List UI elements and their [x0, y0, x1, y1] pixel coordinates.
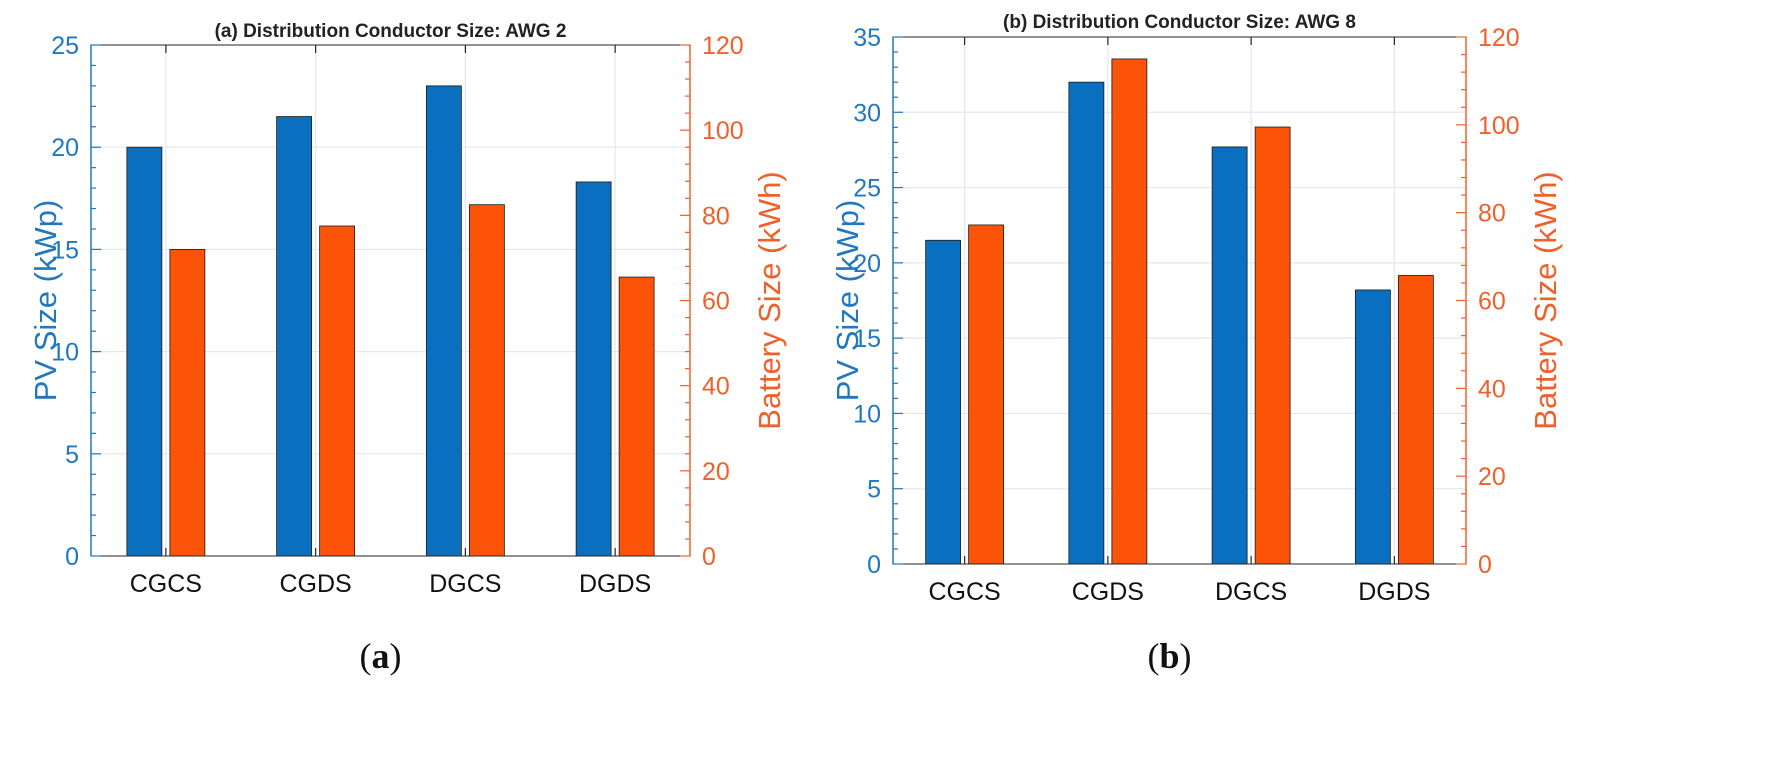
- caption-letter: b: [1159, 636, 1179, 676]
- battery-bar-cgcs: [968, 224, 1005, 565]
- caption-open: (: [1147, 636, 1159, 676]
- pv-bar-dgds: [575, 181, 612, 557]
- left-tick-label: 35: [853, 24, 881, 52]
- caption-close: ): [1180, 636, 1192, 676]
- right-tick-label: 0: [702, 543, 716, 571]
- right-tick-label: 120: [702, 32, 744, 60]
- left-tick-labels: 0 5 10 15 20 25: [51, 32, 79, 571]
- right-tick-label: 20: [1478, 463, 1506, 491]
- chart-panel-a: 0 5 10 15 20 25 0 20 40 60 80 100 120 CGCS CGDS DGCS D…: [28, 21, 787, 676]
- x-tick-label-dgds: DGDS: [1358, 578, 1430, 606]
- battery-bar-dgds: [618, 276, 655, 557]
- battery-bar-dgcs: [468, 204, 505, 557]
- chart-title: (b) Distribution Conductor Size: AWG 8: [1003, 12, 1356, 33]
- x-tick-label-dgcs: DGCS: [1215, 578, 1287, 606]
- x-tick-label-dgds: DGDS: [579, 570, 651, 598]
- x-tick-label-cgcs: CGCS: [130, 570, 202, 598]
- tick-marks: [893, 36, 1466, 565]
- left-tick-labels: 0 5 10 15 20 25 30 35: [853, 24, 881, 579]
- bars: [126, 85, 655, 557]
- right-tick-label: 120: [1478, 24, 1520, 52]
- chart-panel-b: 0 5 10 15 20 25 30 35 0 20 40 60 80 100 120 CGCS CGDS D…: [830, 12, 1563, 676]
- battery-bar-dgds: [1397, 275, 1434, 565]
- caption-close: ): [390, 636, 402, 676]
- tick-marks: [91, 44, 690, 557]
- caption-open: (: [360, 636, 372, 676]
- x-tick-labels: CGCS CGDS DGCS DGDS: [130, 570, 651, 598]
- right-tick-label: 100: [702, 117, 744, 145]
- pv-bar-cgds: [276, 116, 313, 557]
- x-tick-labels: CGCS CGDS DGCS DGDS: [929, 578, 1431, 606]
- pv-bar-dgcs: [1211, 146, 1248, 565]
- left-tick-label: 0: [867, 551, 881, 579]
- left-tick-label: 15: [853, 325, 881, 353]
- bars: [925, 58, 1434, 565]
- right-tick-label: 60: [1478, 288, 1506, 316]
- chart-title: (a) Distribution Conductor Size: AWG 2: [215, 21, 567, 42]
- right-axis-label: Battery Size (kWh): [1528, 171, 1563, 429]
- pv-bar-dgcs: [425, 85, 462, 557]
- right-tick-label: 100: [1478, 112, 1520, 140]
- pv-bar-cgcs: [925, 239, 962, 565]
- pv-bar-cgcs: [126, 146, 163, 557]
- right-tick-label: 80: [702, 202, 730, 230]
- right-tick-labels: 0 20 40 60 80 100 120: [1478, 24, 1520, 579]
- right-tick-labels: 0 20 40 60 80 100 120: [702, 32, 744, 571]
- panel-caption: (b): [1147, 636, 1191, 676]
- pv-bar-cgds: [1068, 81, 1105, 565]
- right-tick-label: 60: [702, 288, 730, 316]
- right-tick-label: 20: [702, 458, 730, 486]
- panel-caption: (a): [360, 636, 402, 676]
- x-tick-label-cgcs: CGCS: [929, 578, 1001, 606]
- x-tick-label-dgcs: DGCS: [429, 570, 501, 598]
- left-tick-label: 20: [51, 134, 79, 162]
- left-tick-label: 0: [65, 543, 79, 571]
- battery-bar-dgcs: [1254, 126, 1291, 565]
- right-tick-label: 40: [702, 373, 730, 401]
- left-tick-label: 20: [853, 250, 881, 278]
- caption-letter: a: [372, 636, 390, 676]
- left-tick-label: 10: [853, 400, 881, 428]
- left-tick-label: 10: [51, 339, 79, 367]
- left-axis-label: PV Size (kWp): [830, 200, 865, 402]
- pv-bar-dgds: [1354, 289, 1391, 565]
- right-tick-label: 0: [1478, 551, 1492, 579]
- left-tick-label: 30: [853, 99, 881, 127]
- right-tick-label: 80: [1478, 200, 1506, 228]
- x-tick-label-cgds: CGDS: [1072, 578, 1144, 606]
- left-tick-label: 5: [65, 441, 79, 469]
- left-tick-label: 25: [51, 32, 79, 60]
- x-tick-label-cgds: CGDS: [280, 570, 352, 598]
- right-tick-label: 40: [1478, 375, 1506, 403]
- left-axis-label: PV Size (kWp): [28, 200, 63, 402]
- right-axis-label: Battery Size (kWh): [752, 171, 787, 429]
- battery-bar-cgds: [1111, 58, 1148, 565]
- left-tick-label: 15: [51, 236, 79, 264]
- battery-bar-cgds: [319, 225, 356, 557]
- battery-bar-cgcs: [169, 248, 206, 557]
- left-tick-label: 25: [853, 175, 881, 203]
- left-tick-label: 5: [867, 476, 881, 504]
